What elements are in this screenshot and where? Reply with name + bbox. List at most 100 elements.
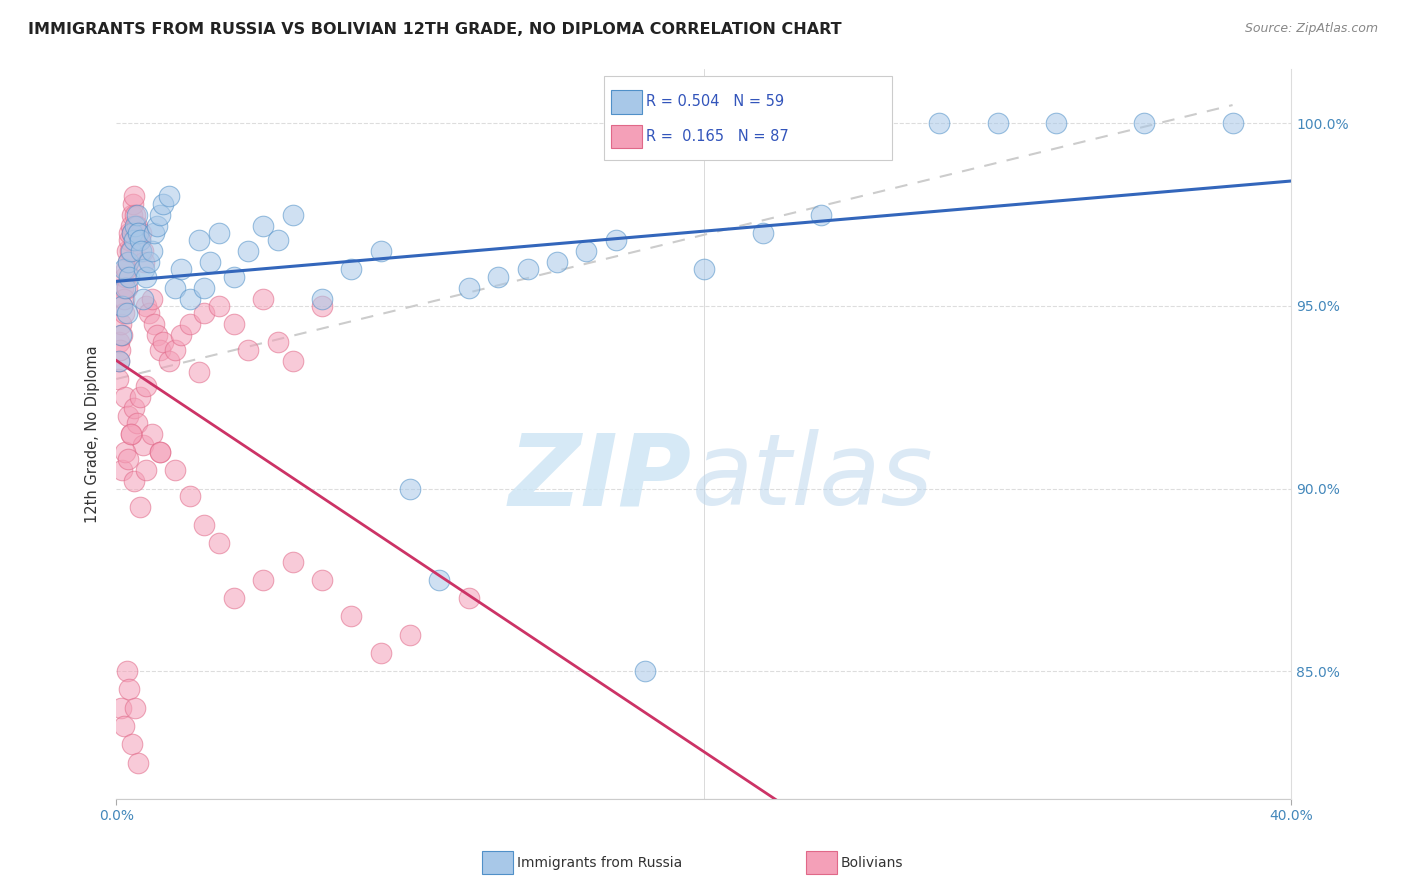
Point	[118, 226, 141, 240]
Point	[208, 299, 231, 313]
Point	[157, 353, 180, 368]
Point	[1133, 116, 1156, 130]
Point	[111, 299, 134, 313]
Point	[149, 208, 172, 222]
Point	[115, 281, 138, 295]
FancyBboxPatch shape	[605, 76, 891, 160]
Point	[149, 445, 172, 459]
Point	[122, 475, 145, 489]
Text: atlas: atlas	[692, 429, 934, 526]
Point	[107, 372, 129, 386]
Point	[1222, 116, 1244, 130]
Point	[152, 196, 174, 211]
Point	[179, 317, 201, 331]
Point	[751, 226, 773, 240]
Point	[146, 219, 169, 233]
Point	[112, 262, 135, 277]
Point	[122, 401, 145, 416]
Point	[138, 255, 160, 269]
Point	[238, 343, 260, 357]
Point	[125, 208, 148, 222]
Text: Immigrants from Russia: Immigrants from Russia	[517, 855, 683, 870]
Y-axis label: 12th Grade, No Diploma: 12th Grade, No Diploma	[86, 345, 100, 523]
Point	[124, 219, 146, 233]
Point	[1045, 116, 1067, 130]
Point	[193, 306, 215, 320]
Point	[122, 189, 145, 203]
Text: R =  0.165   N = 87: R = 0.165 N = 87	[647, 129, 789, 144]
Point	[987, 116, 1010, 130]
Point	[143, 317, 166, 331]
Point	[112, 719, 135, 733]
Point	[546, 255, 568, 269]
Point	[134, 262, 156, 277]
Point	[311, 299, 333, 313]
Point	[117, 233, 139, 247]
Point	[110, 328, 132, 343]
Point	[125, 416, 148, 430]
Point	[208, 536, 231, 550]
Point	[111, 281, 134, 295]
Point	[132, 244, 155, 259]
Point	[127, 756, 149, 770]
Point	[132, 292, 155, 306]
Point	[141, 426, 163, 441]
Point	[143, 226, 166, 240]
Point	[135, 269, 157, 284]
Point	[128, 500, 150, 514]
Point	[340, 609, 363, 624]
Point	[267, 335, 290, 350]
Point	[170, 262, 193, 277]
Point	[252, 573, 274, 587]
Point	[114, 445, 136, 459]
Point	[281, 555, 304, 569]
Point	[128, 390, 150, 404]
Point	[110, 317, 132, 331]
Point	[267, 233, 290, 247]
Point	[117, 255, 139, 269]
Point	[157, 189, 180, 203]
Point	[252, 292, 274, 306]
Point	[121, 226, 143, 240]
Point	[108, 343, 131, 357]
Point	[163, 343, 186, 357]
Text: Bolivians: Bolivians	[841, 855, 903, 870]
Point	[129, 244, 152, 259]
Point	[128, 233, 150, 247]
Point	[114, 292, 136, 306]
Point	[170, 328, 193, 343]
Point	[121, 208, 143, 222]
Point	[127, 226, 149, 240]
Point	[399, 628, 422, 642]
Point	[516, 262, 538, 277]
Point	[111, 328, 134, 343]
Point	[311, 292, 333, 306]
Point	[132, 438, 155, 452]
Point	[193, 518, 215, 533]
Point	[121, 737, 143, 751]
Point	[146, 328, 169, 343]
Point	[117, 244, 139, 259]
Point	[108, 353, 131, 368]
Point	[135, 463, 157, 477]
Point	[222, 269, 245, 284]
FancyBboxPatch shape	[612, 90, 641, 114]
Point	[370, 244, 392, 259]
Point	[141, 292, 163, 306]
Point	[457, 591, 479, 606]
Point	[179, 489, 201, 503]
Point	[120, 426, 142, 441]
FancyBboxPatch shape	[612, 125, 641, 148]
Point	[110, 700, 132, 714]
Point	[124, 208, 146, 222]
Point	[107, 353, 129, 368]
Point	[117, 452, 139, 467]
Text: ZIP: ZIP	[509, 429, 692, 526]
Point	[575, 244, 598, 259]
Point	[163, 281, 186, 295]
Point	[457, 281, 479, 295]
Point	[281, 353, 304, 368]
Point	[121, 226, 143, 240]
Point	[122, 196, 145, 211]
Point	[114, 390, 136, 404]
